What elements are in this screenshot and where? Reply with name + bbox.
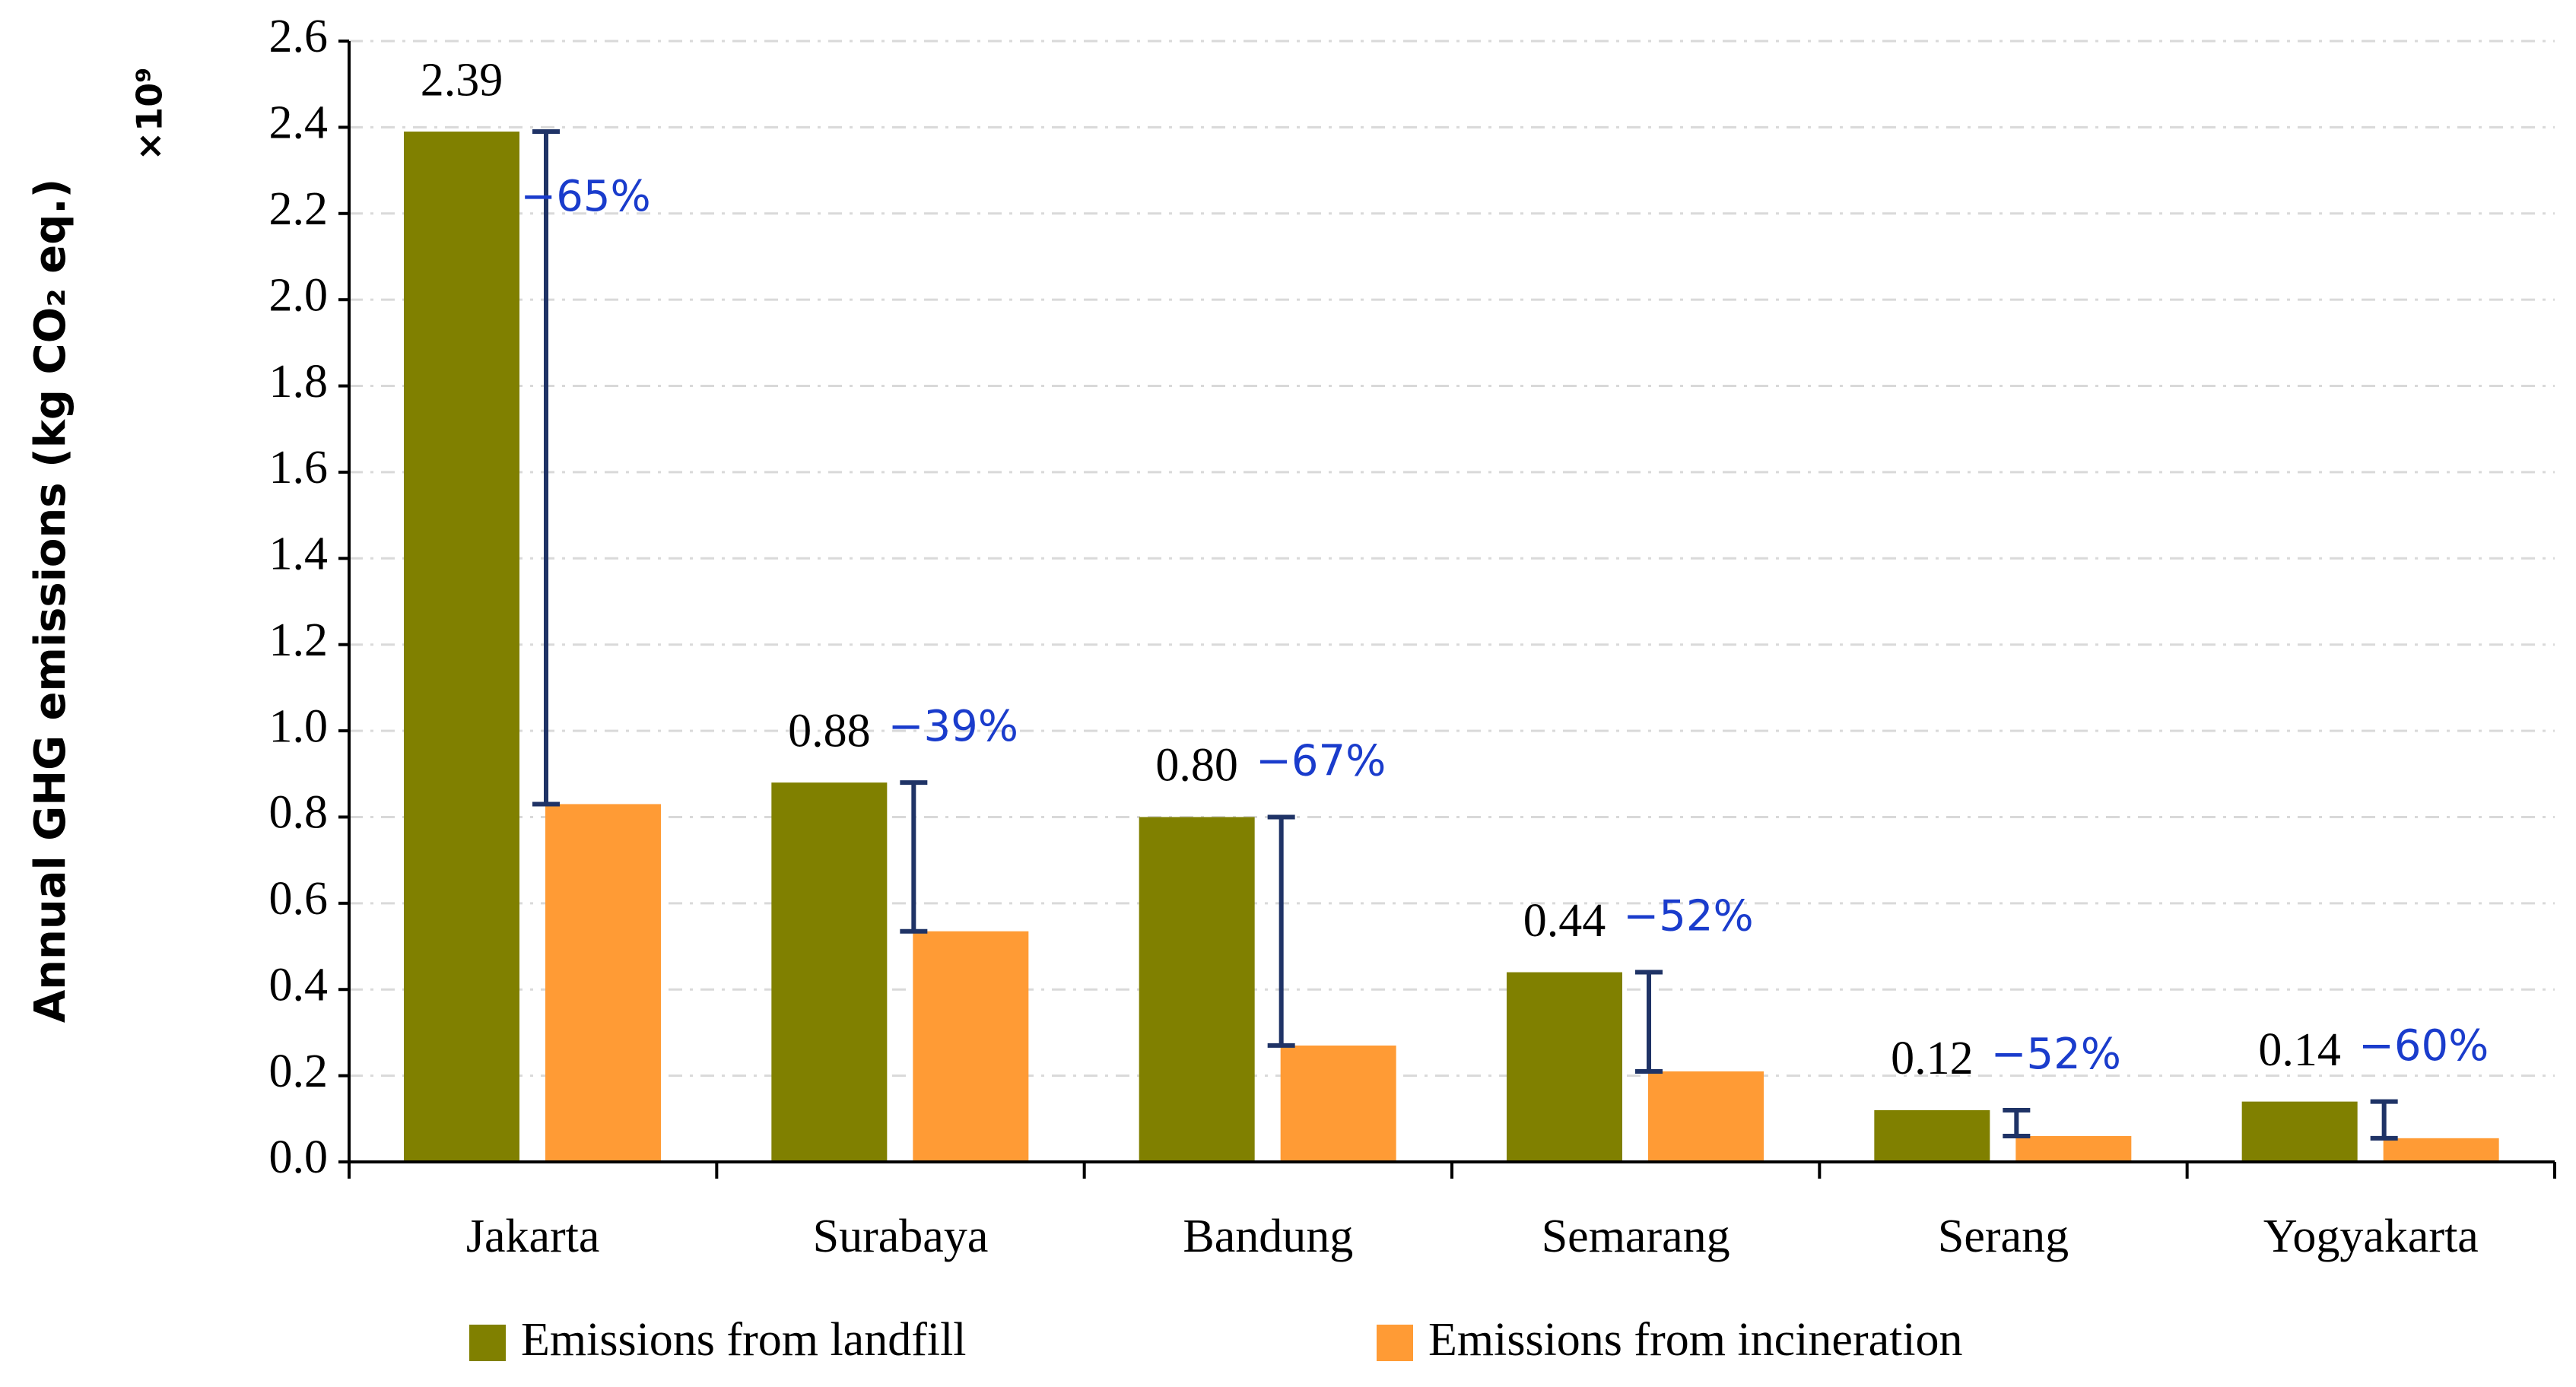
bar	[1874, 1109, 1990, 1162]
x-tick-label: Surabaya	[813, 1211, 989, 1262]
annotation: −67%	[1256, 737, 1386, 786]
y-tick-label: 1.0	[269, 700, 329, 752]
y-axis-label: Annual GHG emissions (kg CO₂ eq.)	[26, 179, 75, 1023]
x-tick-label: Bandung	[1183, 1211, 1353, 1262]
y-tick-label: 1.6	[269, 442, 329, 494]
x-tick-label: Semarang	[1542, 1211, 1730, 1262]
value-label: 2.39	[421, 54, 503, 106]
bar	[1139, 817, 1255, 1162]
y-tick-label: 2.0	[269, 269, 329, 321]
annotation: −52%	[1991, 1030, 2121, 1079]
bar	[2015, 1135, 2132, 1162]
annotation: −60%	[2358, 1021, 2489, 1071]
y-tick-label: 1.2	[269, 614, 329, 666]
bar	[2241, 1101, 2358, 1162]
bar	[913, 931, 1029, 1162]
y-tick-label: 1.8	[269, 356, 329, 408]
legend-swatch	[469, 1325, 506, 1361]
value-label: 0.14	[2258, 1024, 2341, 1076]
legend-label: Emissions from incineration	[1428, 1314, 1963, 1366]
y-tick-label: 0.4	[269, 959, 329, 1011]
y-multiplier: ×10⁹	[129, 68, 170, 161]
bar	[404, 132, 519, 1163]
y-tick-label: 0.2	[269, 1046, 329, 1097]
bar	[771, 782, 888, 1162]
annotation: −52%	[1623, 892, 1753, 941]
y-tick-label: 0.0	[269, 1132, 329, 1183]
y-tick-label: 1.4	[269, 528, 329, 580]
bar	[1648, 1071, 1764, 1162]
y-tick-label: 2.2	[269, 183, 329, 235]
annotation: −39%	[888, 702, 1018, 751]
legend-label: Emissions from landfill	[521, 1314, 967, 1366]
bar	[2383, 1138, 2499, 1162]
y-tick-label: 2.6	[269, 11, 329, 62]
value-label: 0.12	[1891, 1033, 1974, 1084]
value-label: 0.44	[1523, 895, 1606, 947]
y-tick-label: 0.6	[269, 873, 329, 925]
value-label: 0.80	[1155, 740, 1238, 792]
y-tick-label: 2.4	[269, 97, 329, 149]
bar	[1507, 972, 1622, 1162]
bar	[545, 804, 661, 1162]
y-tick-label: 0.8	[269, 787, 329, 839]
x-tick-label: Jakarta	[466, 1211, 600, 1262]
bar	[1280, 1045, 1396, 1162]
legend-swatch	[1377, 1325, 1413, 1361]
x-tick-label: Yogyakarta	[2263, 1211, 2479, 1262]
annotation: −65%	[520, 172, 650, 221]
value-label: 0.88	[788, 705, 871, 757]
x-tick-label: Serang	[1938, 1211, 2069, 1262]
